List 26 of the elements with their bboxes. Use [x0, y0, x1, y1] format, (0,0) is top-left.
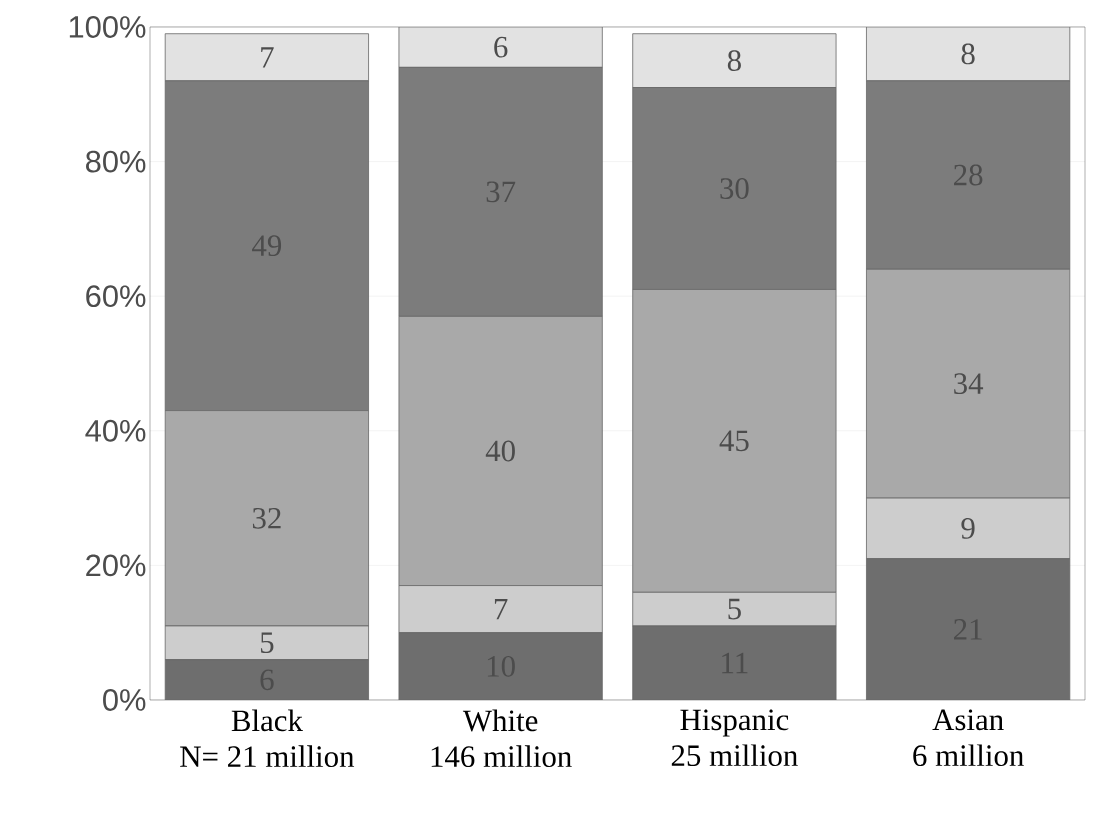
bar — [632, 33, 837, 88]
data-label: 6 — [494, 36, 508, 58]
data-label: 7 — [261, 47, 274, 68]
data-label: 9 — [961, 517, 975, 539]
data-label: 45 — [719, 430, 749, 452]
x-tick-label: Black N= 21 million — [180, 709, 355, 768]
x-tick-label: White 146 million — [431, 709, 572, 768]
bar — [866, 26, 1071, 82]
data-label: 32 — [252, 507, 281, 529]
data-label: 34 — [954, 373, 984, 395]
bar — [164, 33, 369, 82]
bar — [398, 26, 603, 68]
data-label: 7 — [494, 599, 508, 620]
x-tick-label: Asian 6 million — [913, 709, 1024, 767]
y-tick-label: 60% — [86, 285, 146, 308]
data-label: 8 — [961, 43, 975, 65]
y-tick-label: 20% — [86, 554, 146, 577]
y-tick-label: 40% — [85, 419, 146, 442]
y-tick-label: 0% — [103, 689, 146, 711]
data-label: 5 — [260, 632, 274, 654]
x-tick-label: Hispanic 25 million — [671, 709, 798, 767]
data-label: 8 — [727, 50, 741, 72]
y-tick-label: 80% — [86, 150, 146, 173]
data-label: 40 — [485, 440, 515, 462]
y-tick-label: 100% — [69, 16, 146, 38]
data-label: 5 — [728, 598, 741, 620]
